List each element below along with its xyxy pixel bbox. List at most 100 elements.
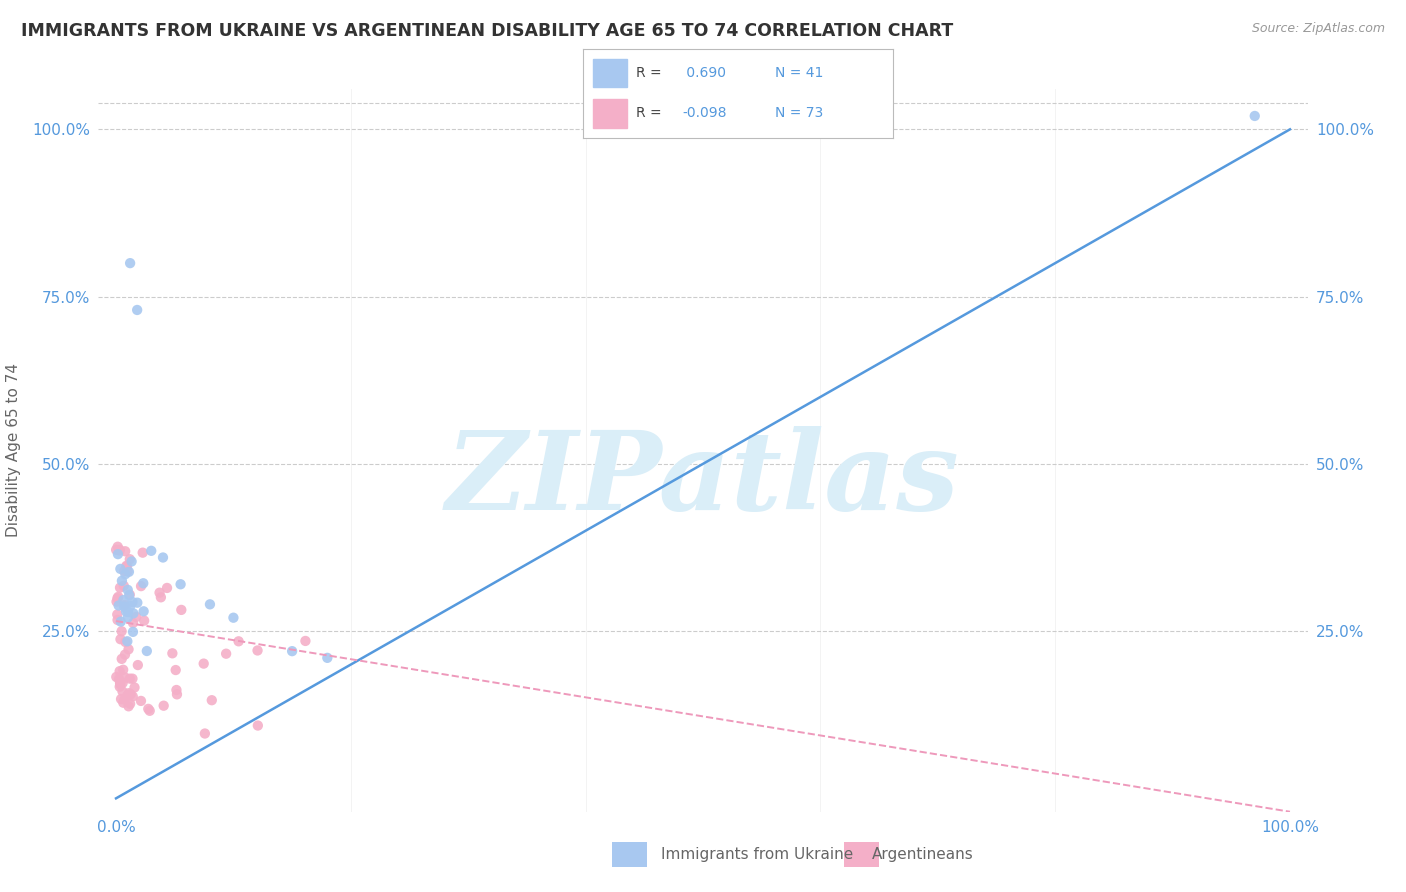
Point	[112, 696, 135, 710]
Point	[110, 692, 132, 706]
Point	[215, 647, 238, 661]
Point	[108, 543, 131, 558]
Point	[108, 664, 131, 678]
Point	[120, 599, 142, 613]
Point	[162, 646, 184, 660]
Point	[165, 663, 187, 677]
Point	[108, 672, 131, 686]
Point	[131, 546, 153, 560]
Point	[246, 643, 269, 657]
Point	[127, 596, 149, 610]
Point	[111, 652, 134, 666]
Point	[115, 605, 138, 619]
Point	[112, 663, 135, 677]
Point	[169, 577, 191, 591]
Point	[121, 672, 143, 686]
Point	[114, 670, 136, 684]
Point	[111, 676, 134, 690]
Point	[127, 658, 149, 673]
Point	[135, 644, 157, 658]
Point	[110, 562, 132, 576]
Point	[108, 680, 131, 694]
Point	[194, 726, 217, 740]
Point	[120, 687, 142, 701]
Point	[127, 303, 149, 318]
Point	[121, 690, 143, 704]
Point	[170, 603, 193, 617]
Point	[107, 613, 129, 627]
Point	[141, 544, 163, 558]
Point	[148, 585, 170, 599]
Text: IMMIGRANTS FROM UKRAINE VS ARGENTINEAN DISABILITY AGE 65 TO 74 CORRELATION CHART: IMMIGRANTS FROM UKRAINE VS ARGENTINEAN D…	[21, 22, 953, 40]
Point	[114, 648, 136, 662]
Point	[105, 594, 128, 608]
Point	[125, 610, 148, 624]
Point	[121, 554, 143, 568]
Point	[117, 610, 139, 624]
Point	[105, 670, 128, 684]
Point	[110, 615, 132, 629]
Point	[110, 632, 132, 647]
Point	[152, 550, 174, 565]
Point	[112, 564, 135, 578]
Text: Source: ZipAtlas.com: Source: ZipAtlas.com	[1251, 22, 1385, 36]
Text: 0.690: 0.690	[682, 66, 727, 80]
Bar	[593, 59, 627, 87]
Point	[124, 681, 146, 695]
Point	[149, 591, 172, 605]
Point	[316, 651, 339, 665]
Point	[117, 564, 139, 578]
Point	[114, 598, 136, 612]
Point	[138, 704, 160, 718]
Point	[117, 699, 139, 714]
Point	[118, 588, 141, 602]
Point	[111, 624, 134, 639]
Point	[111, 574, 134, 588]
Point	[1243, 109, 1265, 123]
Point	[120, 256, 142, 270]
Point	[228, 634, 250, 648]
Point	[118, 588, 141, 602]
Point	[246, 718, 269, 732]
Text: ZIPatlas: ZIPatlas	[446, 425, 960, 533]
Point	[108, 543, 131, 558]
Point	[114, 599, 136, 614]
Point	[112, 593, 135, 607]
Point	[118, 552, 141, 566]
Point	[107, 540, 129, 554]
Point	[152, 698, 174, 713]
Point	[108, 581, 131, 595]
Text: N = 41: N = 41	[775, 66, 824, 80]
Point	[115, 559, 138, 574]
Point	[156, 581, 179, 595]
Point	[110, 677, 132, 691]
Point	[193, 657, 215, 671]
Point	[112, 579, 135, 593]
Point	[107, 599, 129, 613]
Point	[136, 702, 159, 716]
Point	[117, 605, 139, 619]
Point	[134, 614, 156, 628]
Point	[112, 599, 135, 614]
Point	[198, 598, 221, 612]
Point	[105, 542, 128, 557]
Point	[117, 582, 139, 597]
Point	[222, 611, 245, 625]
Point	[132, 604, 155, 618]
Point	[117, 689, 139, 703]
Point	[120, 697, 142, 711]
Point	[118, 672, 141, 686]
Point	[108, 675, 131, 690]
Point	[201, 693, 224, 707]
Point	[107, 590, 129, 604]
Point	[122, 624, 145, 639]
Point	[165, 683, 187, 698]
Text: -0.098: -0.098	[682, 106, 727, 120]
Point	[117, 634, 139, 648]
Point	[114, 544, 136, 558]
Point	[117, 642, 139, 657]
Point	[111, 684, 134, 698]
Text: Immigrants from Ukraine: Immigrants from Ukraine	[661, 847, 853, 862]
Point	[105, 607, 128, 622]
Point	[294, 634, 316, 648]
